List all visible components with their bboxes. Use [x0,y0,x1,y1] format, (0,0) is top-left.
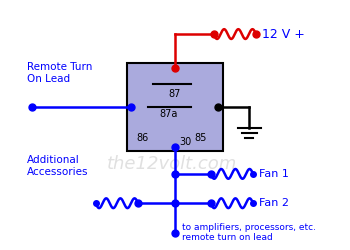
Text: Fan 1: Fan 1 [259,169,289,179]
Text: the12volt.com: the12volt.com [107,155,237,173]
Text: 85: 85 [195,133,207,143]
Text: 12 V +: 12 V + [262,28,305,40]
Text: 87: 87 [169,89,181,99]
Text: Additional
Accessories: Additional Accessories [27,155,89,177]
Text: 86: 86 [137,133,149,143]
Text: to amplifiers, processors, etc.
remote turn on lead: to amplifiers, processors, etc. remote t… [182,223,316,242]
Text: 87a: 87a [160,109,178,119]
Bar [126,64,223,152]
Text: Remote Turn
On Lead: Remote Turn On Lead [27,62,92,84]
Text: 30: 30 [180,136,192,146]
Text: Fan 2: Fan 2 [259,198,289,208]
